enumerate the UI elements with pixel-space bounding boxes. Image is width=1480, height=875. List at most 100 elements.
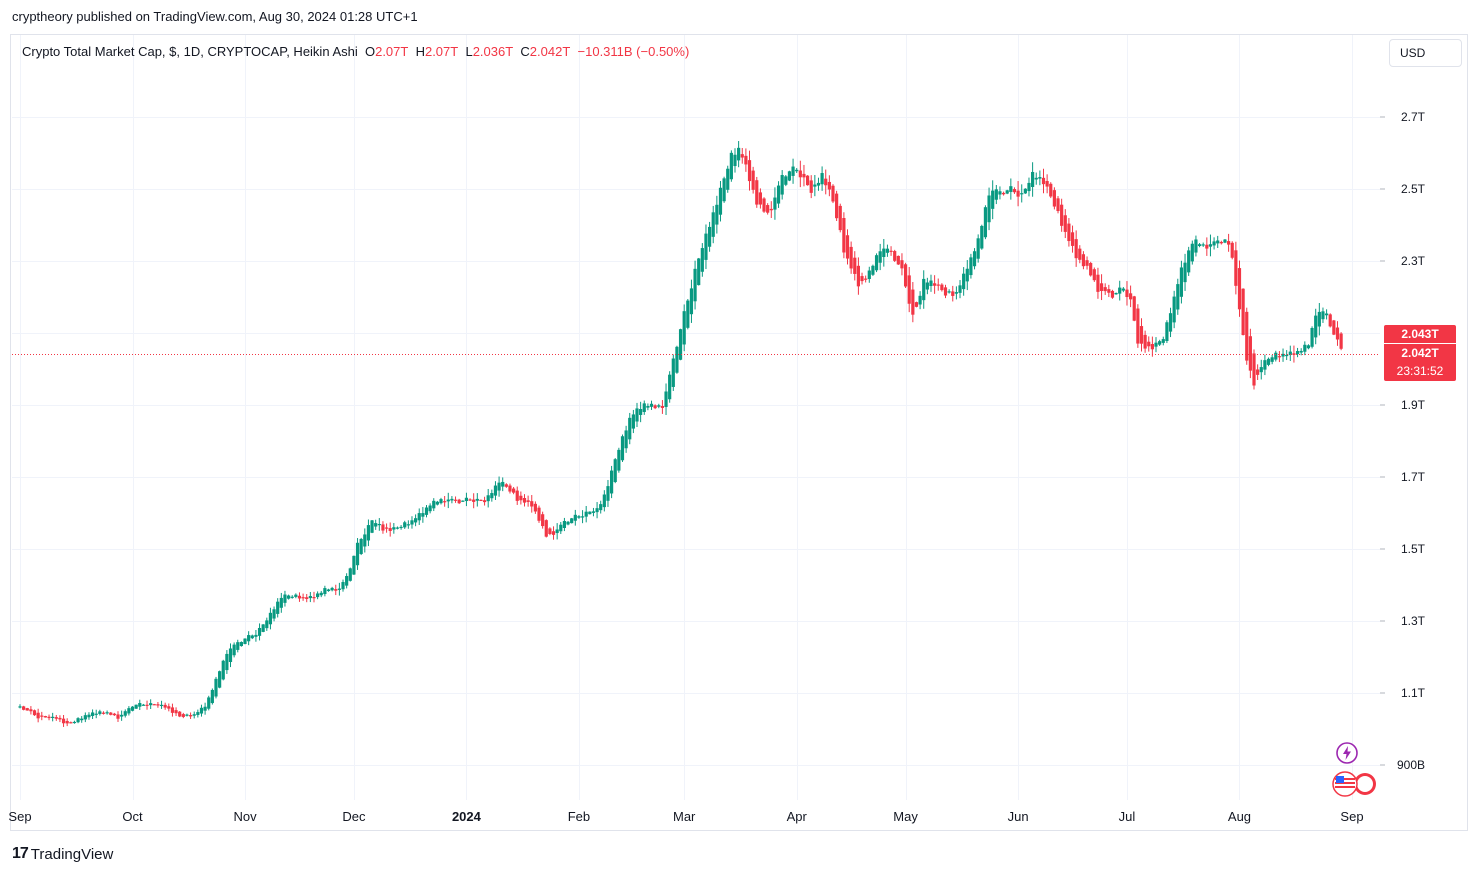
candle-body <box>1205 244 1209 249</box>
candle-body <box>729 152 733 180</box>
candle-body <box>987 195 991 223</box>
low-label: L <box>465 44 473 59</box>
candle-body <box>1099 283 1104 291</box>
candle-body <box>1306 345 1311 349</box>
candle-body <box>1074 239 1078 259</box>
candle-body <box>639 409 643 415</box>
candle-body <box>595 508 599 513</box>
candle-body <box>1165 322 1169 341</box>
candle-body <box>1299 350 1303 353</box>
candle-body <box>620 436 625 461</box>
candle-body <box>25 708 29 711</box>
candle-body <box>1070 232 1075 246</box>
currency-button[interactable]: USD <box>1389 39 1462 67</box>
lightning-icon[interactable] <box>1335 741 1359 765</box>
candle-body <box>1147 341 1151 347</box>
candle-body <box>134 704 138 709</box>
candle-body <box>1012 189 1017 193</box>
candle-body <box>203 706 207 711</box>
candle-body <box>232 644 236 656</box>
candle-body <box>1335 327 1340 340</box>
candle-body <box>47 716 51 719</box>
candle-body <box>1049 183 1053 197</box>
candle-body <box>475 498 479 501</box>
candle-body <box>330 587 334 591</box>
candle-body <box>87 714 91 718</box>
candle-body <box>526 500 530 502</box>
candle-body <box>1201 244 1205 246</box>
candle-body <box>914 302 919 307</box>
candle-body <box>377 524 381 526</box>
x-tick-label: Aug <box>1228 809 1251 824</box>
candle-body <box>1237 268 1242 310</box>
y-tick-label: 900B <box>1397 758 1425 772</box>
candle-body <box>591 511 596 513</box>
candle-body <box>769 208 773 211</box>
candle-body <box>1248 336 1252 371</box>
candle-body <box>334 589 338 591</box>
candle-body <box>210 689 214 704</box>
candle-body <box>239 642 243 647</box>
candle-body <box>192 714 196 716</box>
high-label: H <box>415 44 425 59</box>
candle-body <box>664 391 668 407</box>
candle-body <box>631 414 635 429</box>
candle-body <box>747 160 752 182</box>
candle-body <box>305 597 309 599</box>
candle-body <box>864 278 868 280</box>
candle-body <box>414 518 418 523</box>
candle-body <box>649 403 654 407</box>
candle-body <box>163 704 167 708</box>
candle-body <box>326 589 331 592</box>
candle-body <box>283 594 287 603</box>
candle-body <box>885 248 890 253</box>
candle-body <box>479 499 483 502</box>
candle-body <box>671 358 675 387</box>
y-tick-label: 1.9T <box>1401 398 1426 412</box>
candle-body <box>805 175 810 186</box>
candle-body <box>1089 263 1093 276</box>
candle-body <box>1197 244 1202 247</box>
candle-body <box>1005 190 1009 194</box>
footer-brand[interactable]: 17 TradingView <box>12 845 113 863</box>
candle-body <box>261 624 265 632</box>
grid-lines <box>12 35 1380 800</box>
candle-body <box>903 264 908 287</box>
candle-body <box>624 430 628 449</box>
candle-body <box>1154 342 1158 347</box>
candle-body <box>570 518 574 524</box>
candle-body <box>323 588 327 595</box>
candle-body <box>1038 177 1042 179</box>
symbol-name[interactable]: Crypto Total Market Cap, $, 1D, CRYPTOCA… <box>22 44 358 59</box>
x-tick-label: Jul <box>1119 809 1136 824</box>
candle-body <box>1274 352 1278 360</box>
candle-body <box>954 292 958 294</box>
candle-body <box>101 712 106 714</box>
candle-body <box>1096 274 1100 292</box>
candle-body <box>929 280 933 287</box>
candle-body <box>951 291 955 296</box>
candle-body <box>308 595 312 599</box>
candle-body <box>606 486 610 501</box>
tradingview-logo-icon: 17 <box>12 845 29 862</box>
candle-body <box>1230 242 1234 258</box>
candle-body <box>228 648 233 663</box>
open-label: O <box>364 44 376 59</box>
candle-body <box>1103 287 1107 292</box>
x-tick-label: Sep <box>1340 809 1363 824</box>
candle-body <box>1281 353 1285 357</box>
candle-body <box>199 707 204 714</box>
candle-body <box>417 513 421 521</box>
candle-body <box>1034 177 1038 180</box>
candle-body <box>1212 241 1216 246</box>
candle-body <box>105 712 109 714</box>
candle-body <box>700 248 704 272</box>
candle-body <box>450 498 454 501</box>
candle-body <box>1172 296 1176 323</box>
y-tick-label: 2.5T <box>1401 182 1426 196</box>
candle-body <box>682 311 686 345</box>
candle-body <box>94 713 98 715</box>
candle-body <box>559 524 563 532</box>
us-flag-icon[interactable] <box>1331 770 1379 798</box>
